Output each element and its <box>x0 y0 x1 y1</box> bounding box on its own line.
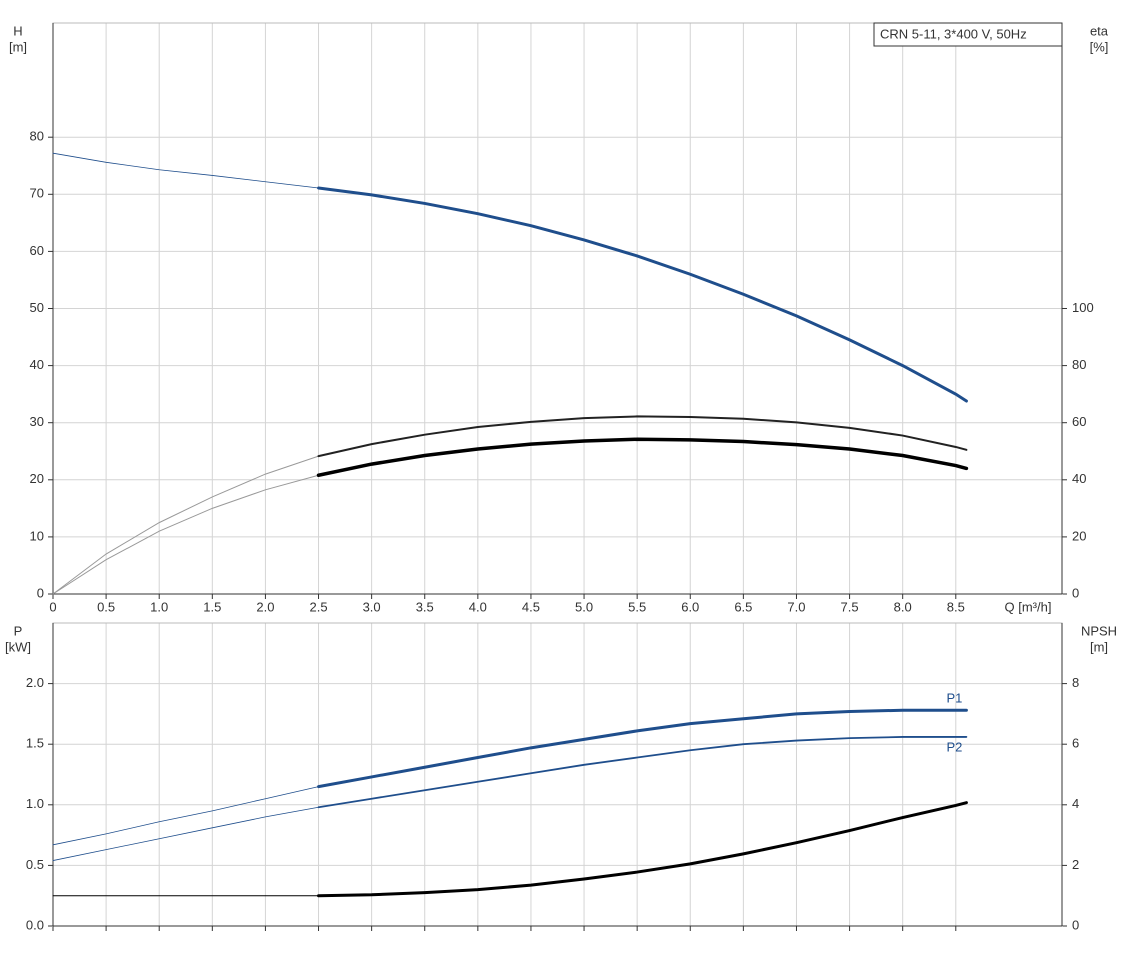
y-tick-label: 10 <box>30 528 44 543</box>
x-tick-label: 0 <box>49 599 56 614</box>
series-line <box>52 152 319 189</box>
x-tick-label: 1.5 <box>203 599 221 614</box>
title-box <box>873 22 1063 47</box>
y-axis-label: H <box>13 23 22 38</box>
y-tick-label: 1.5 <box>26 736 44 751</box>
plot-frame <box>52 622 1063 927</box>
series-line <box>317 415 968 458</box>
y2-tick-label: 20 <box>1072 528 1086 543</box>
series-line <box>317 708 968 789</box>
x-tick-label: 1.0 <box>150 599 168 614</box>
y2-axis-label: [m] <box>1090 639 1108 654</box>
x-tick-label: 0.5 <box>97 599 115 614</box>
x-tick-label: 8.0 <box>894 599 912 614</box>
x-tick-label: 7.0 <box>787 599 805 614</box>
series-line <box>52 786 319 846</box>
chart-title: CRN 5-11, 3*400 V, 50Hz <box>880 26 1027 41</box>
y-axis-label: [m] <box>9 39 27 54</box>
y-tick-label: 70 <box>30 186 44 201</box>
series-label: P2 <box>947 739 963 754</box>
y-tick-label: 40 <box>30 357 44 372</box>
y-tick-label: 1.0 <box>26 796 44 811</box>
y-tick-label: 30 <box>30 414 44 429</box>
y2-axis-label: NPSH <box>1081 623 1117 638</box>
x-tick-label: 8.5 <box>947 599 965 614</box>
series-line <box>316 437 969 477</box>
series-line <box>317 186 968 403</box>
x-tick-label: 2.5 <box>309 599 327 614</box>
y2-tick-label: 40 <box>1072 471 1086 486</box>
x-tick-label: 6.5 <box>734 599 752 614</box>
y2-tick-label: 80 <box>1072 357 1086 372</box>
y-tick-label: 0 <box>37 585 44 600</box>
y2-tick-label: 8 <box>1072 675 1079 690</box>
x-tick-label: 2.0 <box>256 599 274 614</box>
series-label: P1 <box>947 691 963 706</box>
x-tick-label: 3.5 <box>416 599 434 614</box>
y-axis-label: [kW] <box>5 639 31 654</box>
x-tick-label: 4.5 <box>522 599 540 614</box>
y2-tick-label: 0 <box>1072 585 1079 600</box>
series-line <box>52 806 319 861</box>
y-tick-label: 2.0 <box>26 675 44 690</box>
x-tick-label: 4.0 <box>469 599 487 614</box>
x-tick-label: 6.0 <box>681 599 699 614</box>
y-tick-label: 50 <box>30 300 44 315</box>
y2-tick-label: 2 <box>1072 857 1079 872</box>
y2-tick-label: 100 <box>1072 300 1094 315</box>
y-tick-label: 0.5 <box>26 857 44 872</box>
y2-axis-label: [%] <box>1090 39 1109 54</box>
y-tick-label: 0.0 <box>26 917 44 932</box>
y-axis-label: P <box>14 623 23 638</box>
series-line <box>317 801 968 898</box>
series-line <box>317 736 968 809</box>
x-tick-label: 3.0 <box>363 599 381 614</box>
y2-axis-label: eta <box>1090 23 1109 38</box>
series-line <box>52 474 320 595</box>
y2-tick-label: 0 <box>1072 917 1079 932</box>
x-tick-label: 5.0 <box>575 599 593 614</box>
y-tick-label: 60 <box>30 243 44 258</box>
x-axis-label: Q [m³/h] <box>1005 599 1052 614</box>
y-tick-label: 80 <box>30 129 44 144</box>
y-tick-label: 20 <box>30 471 44 486</box>
series-line <box>52 455 320 595</box>
x-tick-label: 5.5 <box>628 599 646 614</box>
y2-tick-label: 4 <box>1072 796 1079 811</box>
y2-tick-label: 60 <box>1072 414 1086 429</box>
x-tick-label: 7.5 <box>841 599 859 614</box>
y2-tick-label: 6 <box>1072 736 1079 751</box>
